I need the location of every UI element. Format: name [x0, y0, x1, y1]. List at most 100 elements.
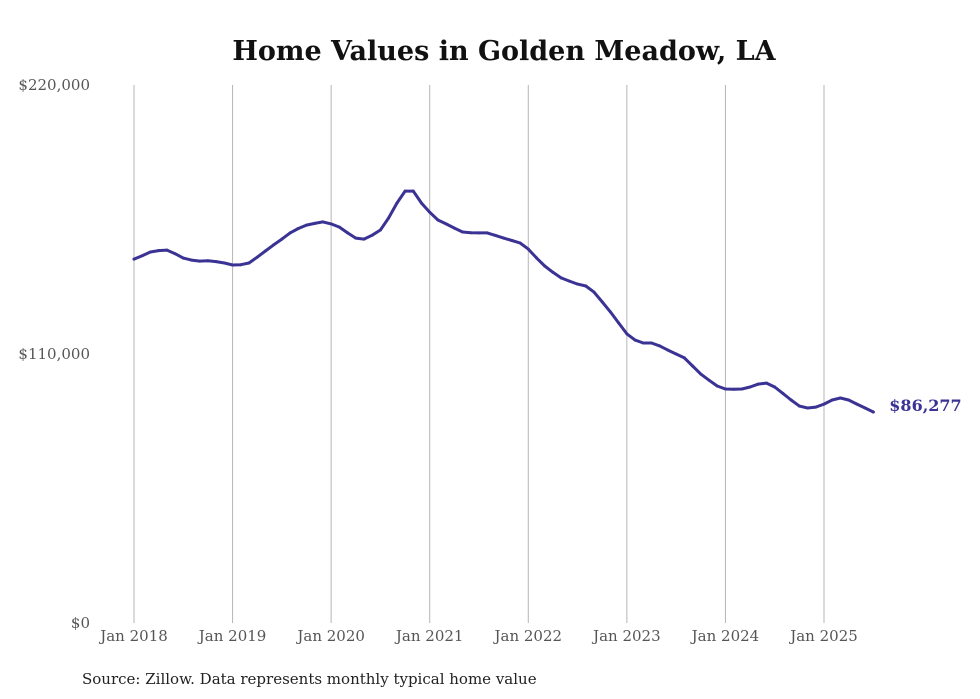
data-point — [863, 406, 867, 410]
data-point — [723, 387, 727, 391]
data-point — [321, 220, 325, 224]
data-point — [288, 231, 292, 235]
data-point — [682, 356, 686, 360]
data-point — [765, 381, 768, 385]
data-point — [650, 341, 653, 345]
data-point — [748, 385, 752, 389]
data-point — [157, 249, 161, 253]
data-point — [608, 310, 612, 314]
data-point — [272, 243, 276, 247]
data-point — [674, 352, 678, 356]
data-point — [551, 270, 555, 274]
data-point — [485, 231, 489, 235]
data-point — [510, 239, 514, 242]
data-point — [641, 341, 645, 345]
data-point — [263, 249, 267, 253]
data-point — [797, 404, 801, 408]
x-tick-label: Jan 2018 — [98, 627, 168, 645]
data-point — [576, 282, 580, 286]
data-point — [222, 261, 226, 265]
data-point — [814, 405, 818, 409]
data-point — [247, 261, 251, 265]
data-point — [214, 260, 218, 264]
x-tick-label: Jan 2021 — [394, 627, 464, 645]
data-point — [855, 402, 859, 406]
data-point — [378, 228, 382, 232]
data-point — [625, 332, 629, 336]
data-point — [847, 398, 851, 402]
data-point — [477, 231, 481, 235]
data-point — [592, 290, 596, 294]
data-point — [740, 387, 744, 391]
data-point — [420, 201, 423, 205]
data-point — [830, 398, 834, 402]
data-point — [493, 233, 497, 237]
data-point — [871, 410, 875, 414]
data-point — [838, 396, 842, 400]
x-tick-label: Jan 2023 — [591, 627, 661, 645]
data-point — [789, 398, 793, 402]
x-tick-label: Jan 2019 — [197, 627, 267, 645]
data-point — [806, 406, 810, 410]
data-point — [411, 189, 415, 193]
y-tick-label: $110,000 — [18, 345, 90, 363]
data-point — [329, 222, 333, 226]
data-point — [403, 189, 407, 193]
x-tick-label: Jan 2024 — [690, 627, 760, 645]
data-point — [781, 391, 785, 395]
data-point — [617, 321, 621, 325]
data-point — [140, 254, 144, 258]
data-point — [469, 231, 473, 235]
data-point — [362, 237, 366, 241]
data-points — [132, 189, 875, 414]
data-point — [354, 236, 358, 240]
data-point — [255, 255, 259, 259]
data-point — [173, 252, 177, 256]
data-point — [444, 222, 448, 226]
data-point — [280, 237, 284, 241]
chart-title: Home Values in Golden Meadow, LA — [232, 36, 776, 67]
y-tick-label: $220,000 — [18, 76, 90, 94]
data-point — [715, 384, 719, 388]
data-point — [198, 259, 202, 263]
x-tick-label: Jan 2020 — [295, 627, 365, 645]
data-point — [206, 259, 210, 263]
data-point — [567, 279, 571, 283]
data-point — [313, 221, 317, 225]
home-value-line — [132, 189, 875, 414]
data-point — [773, 385, 777, 389]
source-note: Source: Zillow. Data represents monthly … — [82, 670, 537, 688]
data-point — [699, 372, 703, 376]
data-point — [666, 348, 670, 352]
data-point — [502, 236, 506, 240]
data-point — [132, 257, 136, 261]
data-point — [428, 210, 432, 214]
data-point — [370, 233, 374, 237]
data-point — [190, 258, 193, 262]
data-point — [346, 231, 350, 235]
x-axis-ticks: Jan 2018 Jan 2019 Jan 2020 Jan 2021 Jan 2022… — [98, 627, 858, 645]
data-point — [691, 364, 695, 368]
data-point — [337, 225, 341, 229]
data-point — [296, 227, 300, 230]
data-point — [461, 230, 465, 234]
data-point — [526, 247, 530, 251]
data-point — [436, 218, 440, 222]
data-point — [535, 256, 538, 260]
data-point — [231, 263, 235, 267]
data-point — [543, 264, 547, 268]
data-point — [707, 378, 711, 382]
latest-value-label: $86,277 — [889, 396, 961, 415]
data-point — [756, 382, 760, 386]
data-point — [584, 284, 588, 288]
data-point — [600, 300, 604, 304]
data-point — [387, 216, 391, 220]
x-tick-label: Jan 2025 — [788, 627, 858, 645]
vertical-gridlines — [133, 85, 825, 623]
data-point — [633, 338, 637, 342]
data-point — [395, 201, 399, 205]
data-point — [658, 344, 662, 348]
data-point — [732, 387, 736, 391]
data-point — [239, 263, 243, 267]
